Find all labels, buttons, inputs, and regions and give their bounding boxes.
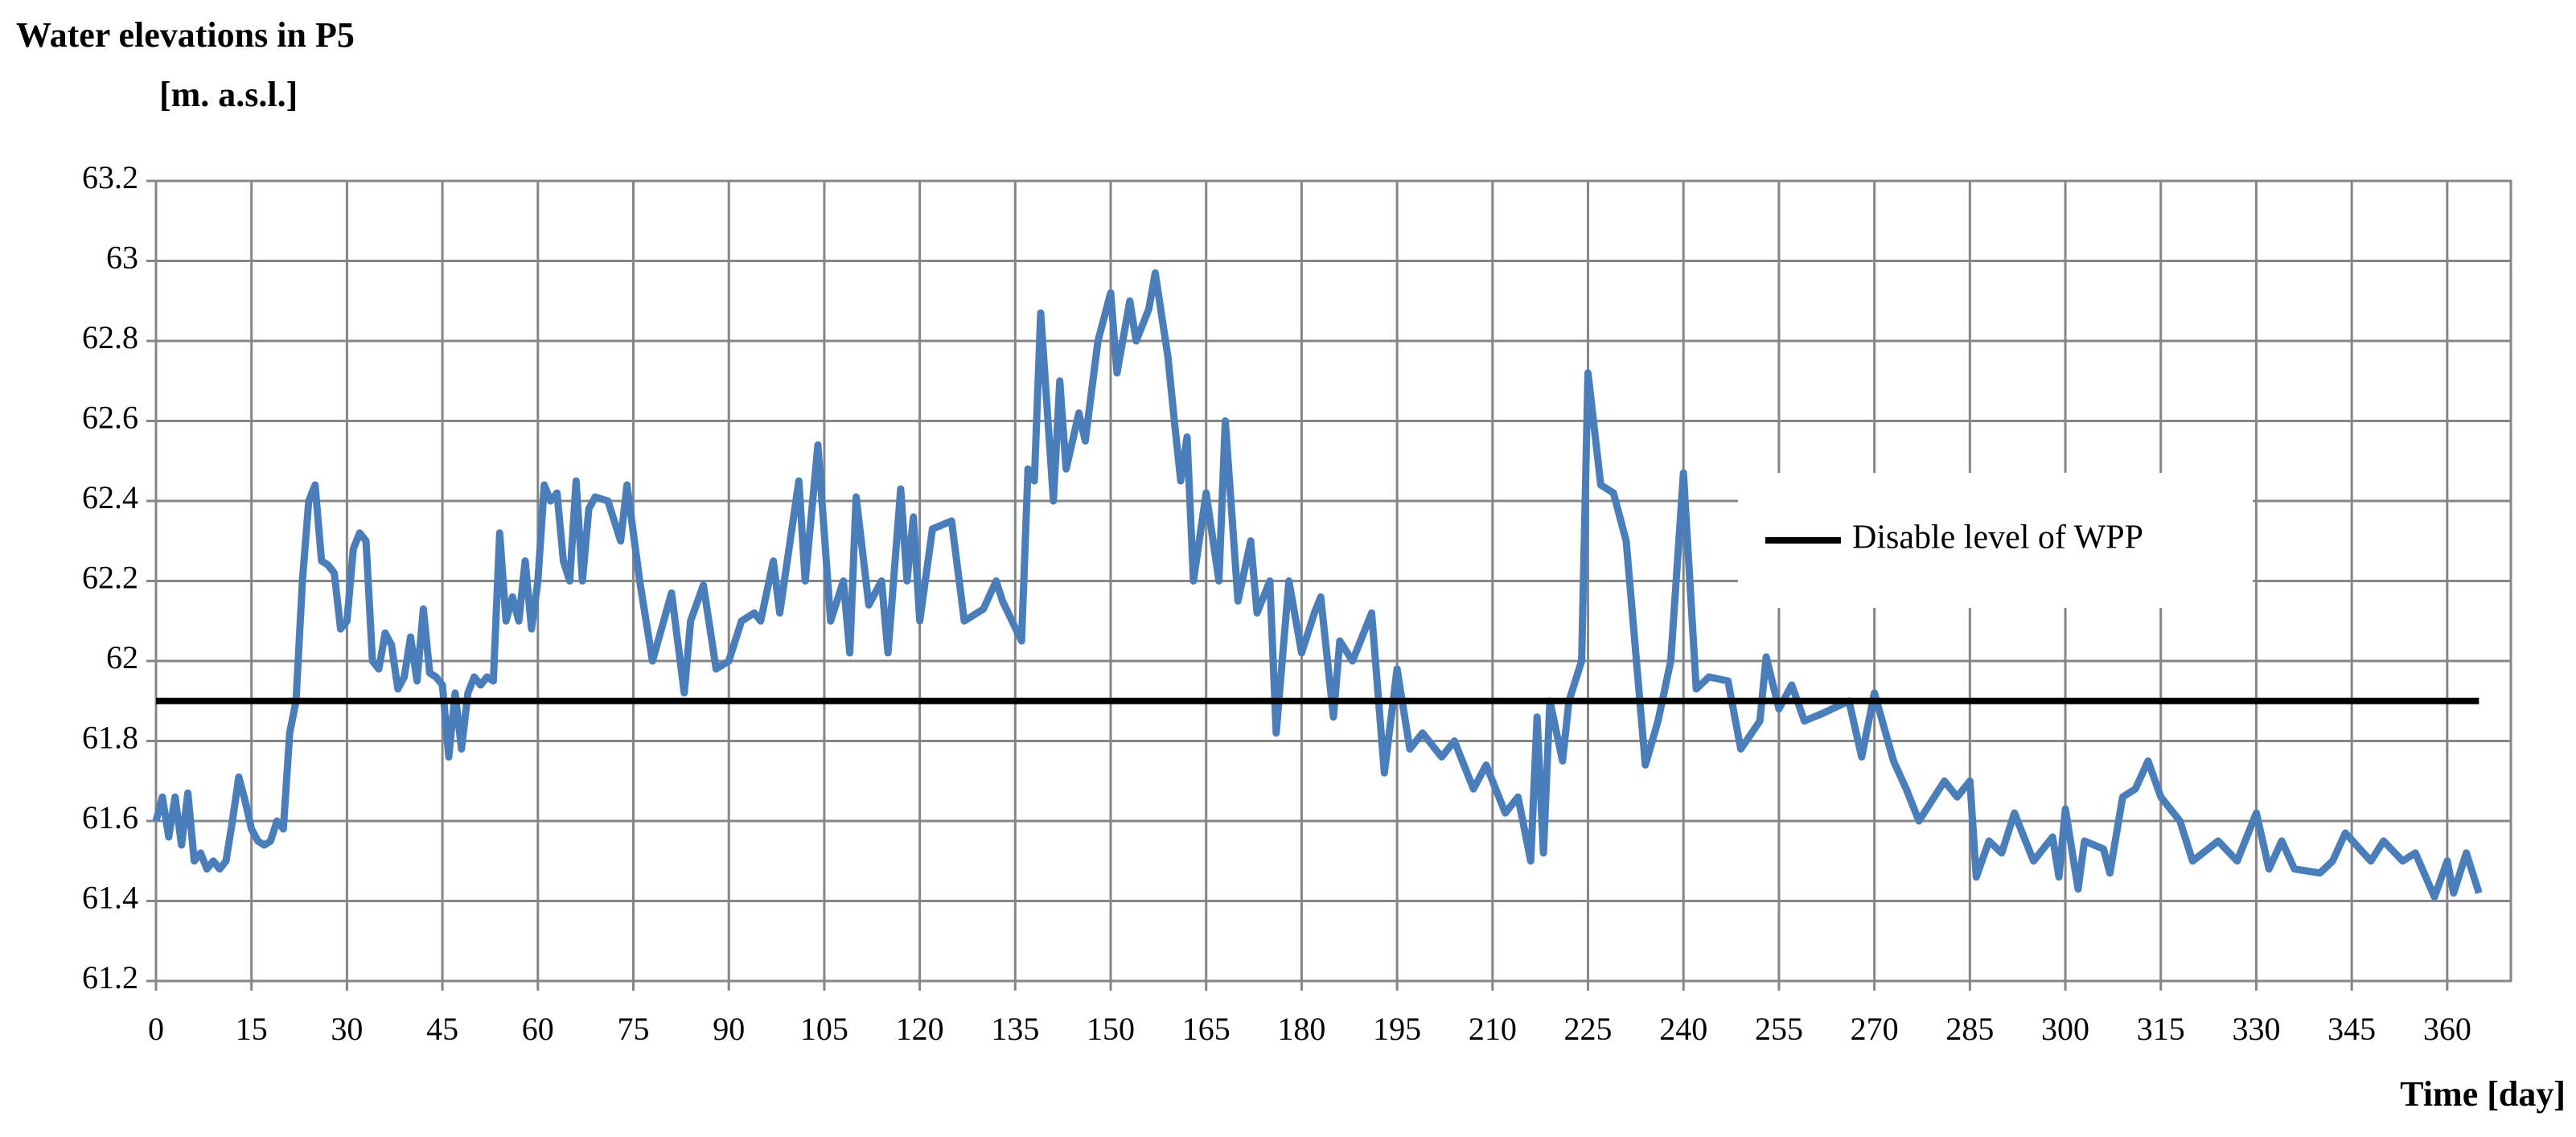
y-tick-label: 61.8 xyxy=(82,720,138,756)
x-tick-label: 270 xyxy=(1851,1011,1899,1047)
y-tick-label: 61.2 xyxy=(82,959,138,995)
legend-label: Disable level of WPP xyxy=(1852,519,2143,556)
x-tick-label: 210 xyxy=(1469,1011,1517,1047)
x-tick-label: 360 xyxy=(2423,1011,2471,1047)
x-tick-label: 60 xyxy=(522,1011,554,1047)
x-tick-label: 105 xyxy=(800,1011,848,1047)
x-tick-label: 75 xyxy=(618,1011,650,1047)
y-tick-label: 63.2 xyxy=(82,159,138,195)
x-tick-label: 90 xyxy=(713,1011,745,1047)
x-tick-label: 150 xyxy=(1087,1011,1135,1047)
x-tick-label: 0 xyxy=(148,1011,164,1047)
x-tick-label: 240 xyxy=(1659,1011,1707,1047)
x-tick-label: 195 xyxy=(1373,1011,1421,1047)
x-tick-label: 225 xyxy=(1564,1011,1613,1047)
y-tick-label: 62.2 xyxy=(82,560,138,596)
y-tick-label: 62.4 xyxy=(82,479,138,515)
x-tick-label: 345 xyxy=(2327,1011,2376,1047)
y-tick-label: 61.6 xyxy=(82,799,138,835)
x-tick-label: 255 xyxy=(1755,1011,1803,1047)
x-tick-label: 330 xyxy=(2232,1011,2280,1047)
x-tick-label: 15 xyxy=(236,1011,268,1047)
data-line xyxy=(152,269,2483,901)
y-axis-label: [m. a.s.l.] xyxy=(159,75,298,114)
y-tick-label: 62.6 xyxy=(82,400,138,436)
y-tick-label: 61.4 xyxy=(82,880,138,916)
x-axis-label: Time [day] xyxy=(2400,1074,2566,1114)
x-tick-label: 135 xyxy=(991,1011,1039,1047)
x-tick-label: 30 xyxy=(331,1011,363,1047)
x-tick-label: 315 xyxy=(2137,1011,2185,1047)
x-tick-label: 45 xyxy=(426,1011,458,1047)
y-tick-label: 62.8 xyxy=(82,319,138,355)
x-tick-label: 300 xyxy=(2041,1011,2089,1047)
x-tick-label: 120 xyxy=(896,1011,944,1047)
y-tick-label: 63 xyxy=(106,240,138,276)
plot-frame xyxy=(154,179,2512,983)
chart-title: Water elevations in P5 xyxy=(16,15,355,55)
x-tick-label: 180 xyxy=(1277,1011,1325,1047)
x-tick-label: 285 xyxy=(1945,1011,1994,1047)
x-tick-label: 165 xyxy=(1182,1011,1230,1047)
y-tick-label: 62 xyxy=(106,639,138,675)
